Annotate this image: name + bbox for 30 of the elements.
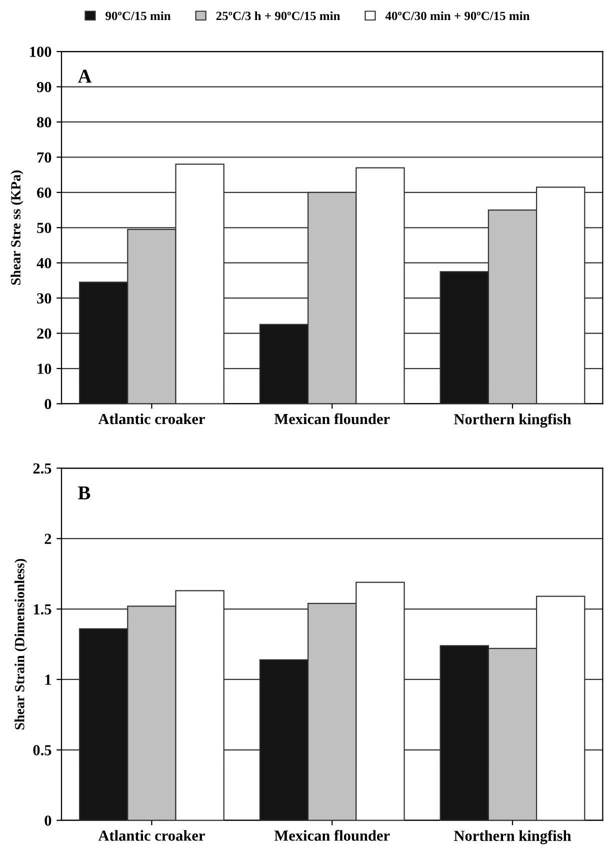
y-tick-label: 60	[37, 188, 52, 198]
x-tick-label: Atlantic croaker	[98, 830, 205, 841]
y-tick-label: 1	[45, 674, 51, 685]
y-tick-label: 2.5	[33, 463, 52, 474]
x-tick-label: Northern kingfish	[454, 413, 572, 428]
y-tick-label: 70	[37, 152, 52, 163]
legend-label: 25ºC/3 h + 90ºC/15 min	[216, 11, 340, 20]
y-tick-label: 50	[37, 222, 52, 234]
y-tick-label: 20	[37, 328, 52, 339]
x-tick-label: Mexican flounder	[274, 413, 390, 424]
y-tick-label: 80	[37, 117, 52, 128]
x-tick-label: Mexican flounder	[274, 830, 390, 841]
annotation: A	[78, 70, 92, 83]
legend-label: 90ºC/15 min	[106, 11, 171, 20]
y-tick-label: 10	[38, 364, 52, 374]
y-tick-label: 90	[36, 82, 52, 92]
x-tick-label: Atlantic croaker	[98, 413, 205, 424]
y-tick-label: 0.5	[33, 745, 52, 756]
y-tick-label: 0	[44, 398, 52, 410]
y-tick-label: 30	[37, 293, 52, 304]
y-tick-label: 100	[30, 46, 52, 57]
annotation: B	[78, 486, 90, 500]
y-axis-title: Shear Strain (Dimensionless)	[14, 558, 28, 730]
y-tick-label: 0	[44, 815, 52, 826]
y-tick-label: 40	[36, 258, 52, 268]
y-tick-label: 1.5	[34, 604, 52, 615]
y-axis-title: Shear Stre ss (KPa)	[10, 170, 24, 285]
x-tick-label: Northern kingfish	[454, 830, 572, 844]
legend-label: 40ºC/30 min + 90ºC/15 min	[385, 11, 530, 20]
y-tick-label: 2	[44, 534, 52, 544]
